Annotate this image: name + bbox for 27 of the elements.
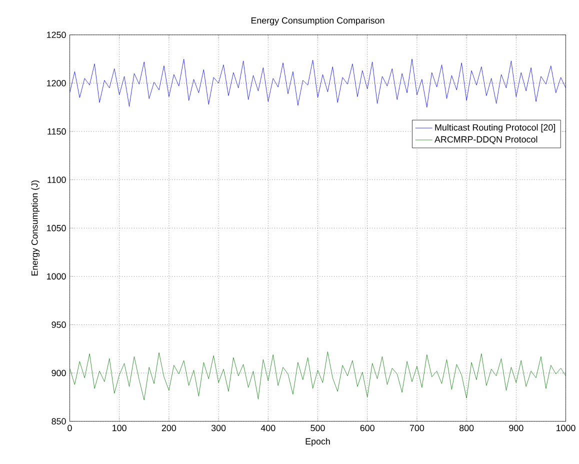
y-axis-title: Energy Consumption (J) (31, 180, 40, 276)
y-tick-label: 1000 (47, 273, 66, 280)
x-tick-label: 900 (509, 424, 524, 432)
x-axis-title: Epoch (306, 438, 330, 446)
chart-title: Energy Consumption Comparison (251, 16, 384, 26)
y-tick-label: 900 (52, 370, 66, 376)
x-tick-label: 300 (211, 424, 226, 432)
y-tick-label: 1250 (47, 32, 66, 38)
line-series (70, 58, 566, 108)
legend-label: Multicast Routing Protocol [20] (435, 124, 555, 132)
x-tick-label: 600 (360, 424, 374, 432)
x-tick-label: 500 (310, 424, 325, 432)
legend-label: ARCMRP-DDQN Protocol (434, 136, 538, 144)
y-tick-label: 1100 (48, 176, 66, 183)
y-tick-label: 1050 (47, 224, 66, 232)
x-tick-label: 400 (260, 424, 276, 432)
x-tick-label: 700 (410, 424, 424, 432)
x-tick-label: 1000 (556, 424, 576, 432)
y-tick-label: 950 (52, 321, 66, 328)
y-tick-label: 1150 (48, 128, 66, 135)
x-tick-label: 0 (68, 424, 72, 432)
line-series (70, 351, 566, 400)
x-tick-label: 200 (162, 424, 176, 432)
x-tick-label: 800 (459, 424, 474, 432)
x-tick-label: 100 (112, 424, 126, 432)
y-tick-label: 1200 (47, 80, 66, 86)
y-tick-label: 850 (52, 418, 66, 424)
